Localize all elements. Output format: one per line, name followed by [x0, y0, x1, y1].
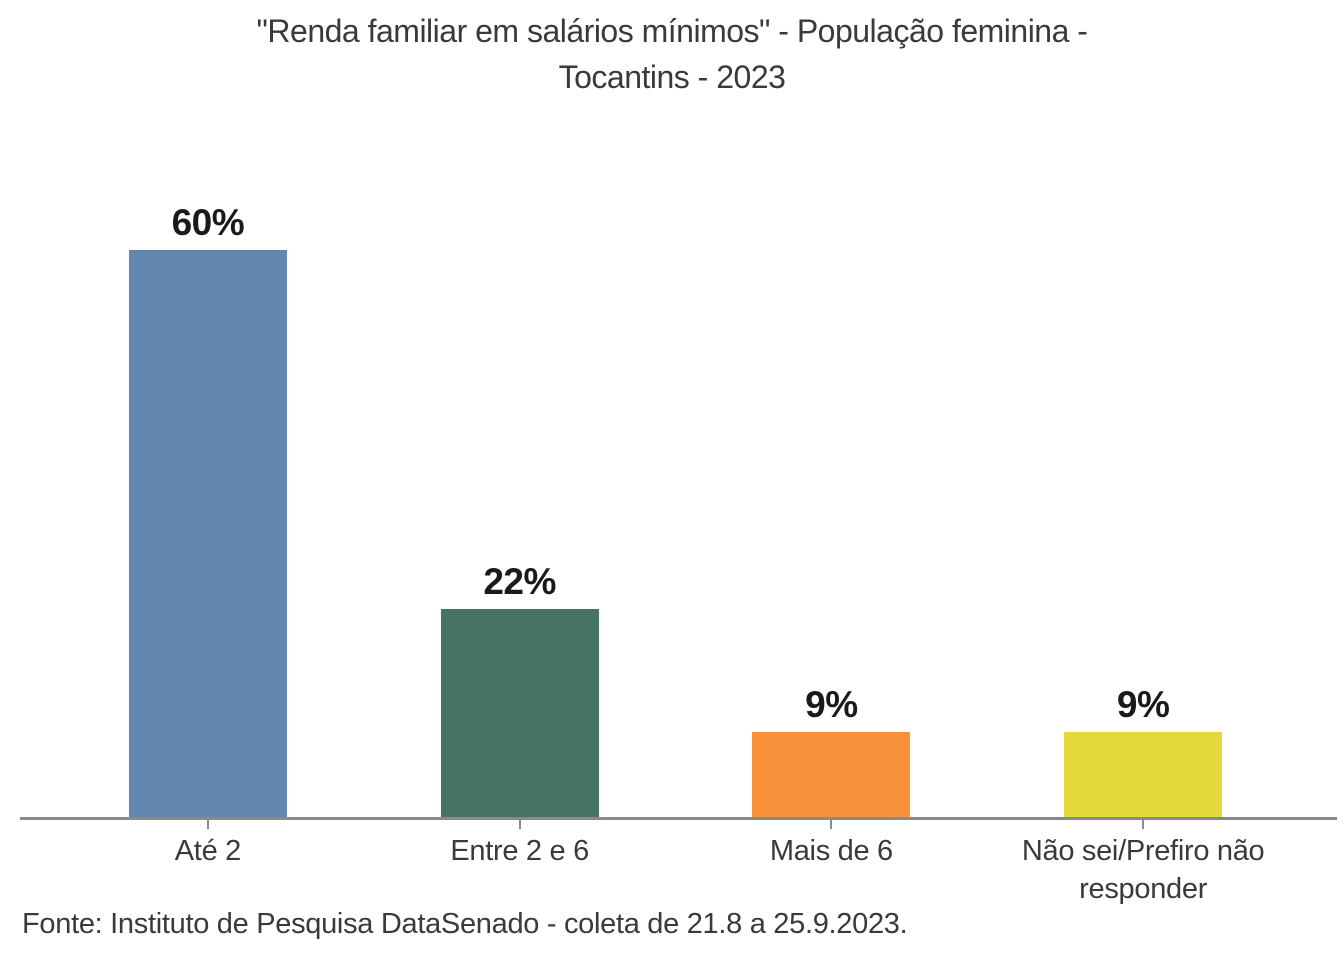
- x-axis-labels-row: Até 2 Entre 2 e 6 Mais de 6 Não sei/Prefiro…: [52, 820, 1299, 908]
- bar-3: [1064, 732, 1223, 817]
- bar-value-label-3: 9%: [1116, 684, 1170, 725]
- x-axis-line: [20, 817, 1337, 820]
- chart-title-line1: "Renda familiar em salários mínimos" - P…: [256, 13, 1088, 49]
- x-axis-label-2: Mais de 6: [676, 820, 988, 908]
- bar-1: [440, 609, 599, 817]
- bar-value-label-0: 60%: [171, 202, 245, 243]
- bar-slot-3: 9%: [987, 195, 1299, 817]
- x-axis-tick-1: [518, 820, 521, 829]
- bar-slot-1: 22%: [364, 195, 676, 817]
- plot-area: 60% 22% 9% 9%: [52, 195, 1299, 817]
- x-axis-label-text-0: Até 2: [174, 835, 242, 867]
- x-axis-label-3: Não sei/Prefiro não responder: [987, 820, 1299, 908]
- bar-slot-2: 9%: [676, 195, 988, 817]
- x-axis-tick-0: [206, 820, 209, 829]
- chart-title-line2: Tocantins - 2023: [558, 59, 786, 95]
- x-axis-tick-3: [1142, 820, 1145, 829]
- x-axis-label-1: Entre 2 e 6: [364, 820, 676, 908]
- bar-value-label-2: 9%: [805, 684, 858, 725]
- source-note: Fonte: Instituto de Pesquisa DataSenado …: [22, 908, 908, 940]
- x-axis-tick-2: [830, 820, 833, 829]
- chart-title: "Renda familiar em salários mínimos" - P…: [0, 8, 1344, 100]
- bar-value-label-1: 22%: [483, 561, 556, 602]
- x-axis-label-text-3: Não sei/Prefiro não responder: [1021, 835, 1265, 905]
- x-axis-label-text-1: Entre 2 e 6: [450, 835, 589, 867]
- bar-2: [752, 732, 911, 817]
- x-axis-label-0: Até 2: [52, 820, 364, 908]
- bar-0: [128, 250, 287, 817]
- bar-slot-0: 60%: [52, 195, 364, 817]
- x-axis-label-text-2: Mais de 6: [769, 835, 893, 867]
